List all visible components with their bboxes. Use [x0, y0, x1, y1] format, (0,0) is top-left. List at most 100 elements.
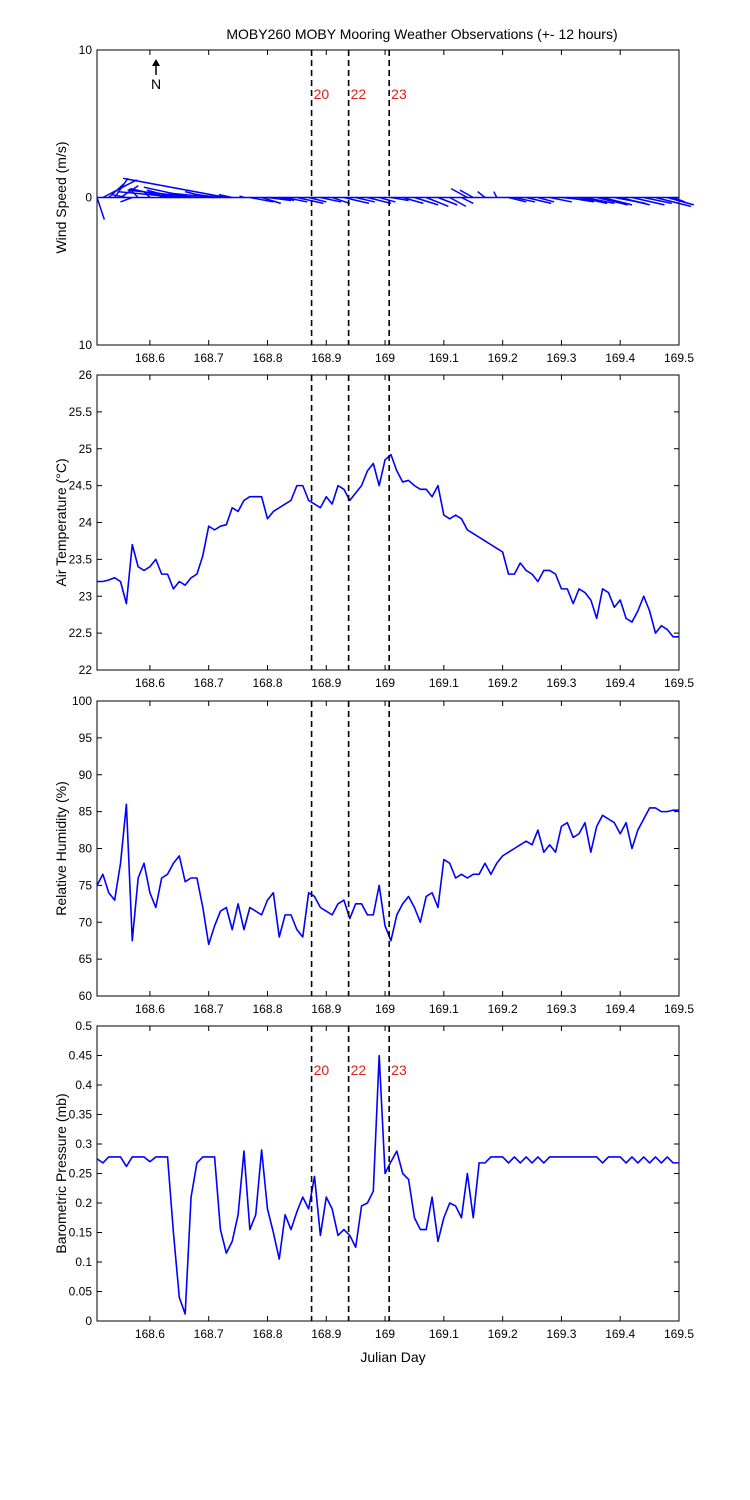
- wind-vector: [578, 196, 608, 205]
- y-tick-label: 0: [85, 1314, 92, 1328]
- wind-vector: [261, 196, 282, 205]
- panels: 168.6 168.7 168.8 168.9 169 169.1 169.2 169.3 16…: [53, 43, 694, 1341]
- x-tick-label: 168.9: [311, 1327, 341, 1341]
- wind-vector: [620, 196, 650, 206]
- x-tick-label: 168.7: [194, 1002, 224, 1016]
- wind-vector: [249, 196, 274, 203]
- wind-vector: [631, 196, 665, 206]
- y-tick-label: 26: [79, 368, 93, 382]
- wind-vector: [425, 196, 449, 208]
- wind-vector: [378, 196, 396, 203]
- x-tick-label: 168.6: [135, 1002, 165, 1016]
- wind-vector: [525, 196, 552, 205]
- x-tick-label: 169: [375, 351, 395, 365]
- wind-vector: [218, 193, 233, 199]
- wind-vector: [643, 196, 672, 205]
- panel-3: 168.6 168.7 168.8 168.9 169 169.1 169.2 169.3 16…: [53, 694, 694, 1016]
- x-tick-label: 169.2: [488, 676, 518, 690]
- wind-vector: [459, 189, 474, 199]
- x-tick-label: 169: [375, 676, 395, 690]
- y-axis-title: Wind Speed (m/s): [53, 141, 69, 253]
- y-tick-label: 10: [79, 43, 93, 57]
- y-axis-title: Barometric Pressure (mb): [53, 1093, 69, 1253]
- wind-vector: [367, 196, 392, 205]
- x-tick-label: 169.3: [546, 351, 576, 365]
- wind-vector: [461, 196, 474, 205]
- y-tick-label: 60: [79, 989, 93, 1003]
- wind-vector: [549, 196, 572, 203]
- y-tick-label: 90: [79, 768, 93, 782]
- panel-4: 168.6 168.7 168.8 168.9 169 169.1 169.2 169.3 16…: [53, 1019, 694, 1341]
- series-line: [96, 803, 679, 946]
- y-tick-label: 22: [79, 663, 93, 677]
- figure-title: MOBY260 MOBY Mooring Weather Observation…: [226, 26, 617, 42]
- wind-vector: [320, 196, 342, 203]
- y-tick-label: 0.1: [75, 1255, 92, 1269]
- wind-vector: [102, 179, 138, 199]
- y-tick-label: 25: [79, 442, 93, 456]
- marker-label: 20: [314, 86, 330, 102]
- marker-label: 20: [314, 1062, 330, 1078]
- series-line: [97, 453, 679, 638]
- wind-vector: [655, 196, 692, 208]
- wind-vector: [108, 183, 125, 199]
- wind-vector: [477, 191, 486, 199]
- wind-vector: [308, 196, 327, 203]
- wind-vector: [449, 196, 467, 208]
- y-tick-label: 0.25: [69, 1167, 93, 1181]
- x-tick-label: 169.2: [488, 1002, 518, 1016]
- x-tick-label: 168.7: [194, 676, 224, 690]
- wind-vector: [267, 196, 292, 202]
- x-tick-label: 168.8: [252, 676, 282, 690]
- x-tick-label: 169: [375, 1002, 395, 1016]
- y-tick-label: 10: [79, 338, 93, 352]
- x-axis-title: Julian Day: [360, 1349, 425, 1365]
- y-tick-label: 0.35: [69, 1108, 93, 1122]
- x-tick-label: 168.9: [311, 351, 341, 365]
- y-tick-label: 22.5: [69, 626, 93, 640]
- wind-vector: [111, 193, 127, 199]
- wind-vector: [584, 196, 615, 205]
- wind-vector: [296, 196, 324, 205]
- wind-vector: [343, 196, 370, 205]
- marker-label: 22: [351, 86, 367, 102]
- x-tick-label: 169: [375, 1327, 395, 1341]
- wind-vector: [114, 177, 129, 198]
- wind-vector: [279, 196, 295, 202]
- x-tick-label: 169.2: [488, 1327, 518, 1341]
- y-tick-label: 0: [85, 191, 92, 205]
- y-tick-label: 70: [79, 915, 93, 929]
- wind-vector: [514, 196, 536, 203]
- wind-vector: [168, 192, 215, 199]
- x-tick-label: 169.4: [605, 351, 635, 365]
- wind-vector: [450, 187, 468, 199]
- wind-vector: [120, 196, 133, 203]
- x-tick-label: 169.2: [488, 351, 518, 365]
- wind-vector: [596, 196, 628, 206]
- x-tick-label: 168.8: [252, 351, 282, 365]
- y-tick-label: 23.5: [69, 552, 93, 566]
- x-tick-label: 168.6: [135, 351, 165, 365]
- wind-vector: [96, 197, 106, 220]
- wind-vector: [331, 196, 351, 205]
- x-tick-label: 168.7: [194, 351, 224, 365]
- wind-vector: [390, 196, 409, 202]
- y-axis-title: Air Temperature (°C): [53, 458, 69, 586]
- y-tick-label: 95: [79, 731, 93, 745]
- series-line: [96, 1054, 679, 1315]
- x-tick-label: 169.4: [605, 1327, 635, 1341]
- y-tick-label: 100: [72, 694, 92, 708]
- wind-vector: [437, 196, 458, 206]
- x-tick-label: 169.4: [605, 676, 635, 690]
- panel-2: 168.6 168.7 168.8 168.9 169 169.1 169.2 169.3 16…: [53, 368, 694, 690]
- y-tick-label: 24: [79, 516, 93, 530]
- y-tick-label: 0.3: [75, 1137, 92, 1151]
- x-tick-label: 169.1: [429, 1002, 459, 1016]
- wind-vector: [239, 195, 245, 199]
- north-label: N: [151, 76, 161, 92]
- x-tick-label: 168.6: [135, 676, 165, 690]
- y-tick-label: 0.5: [75, 1019, 92, 1033]
- marker-label: 23: [391, 1062, 407, 1078]
